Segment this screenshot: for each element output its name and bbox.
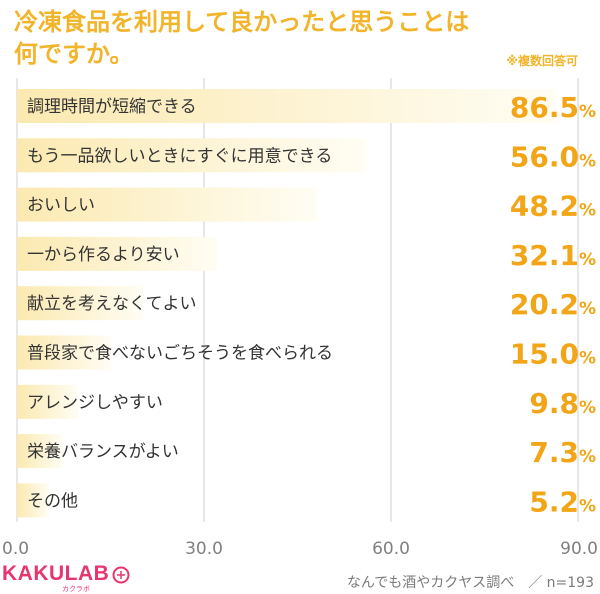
value-label-3: 32.1% [510, 239, 596, 272]
chart-title-line-1: 冷凍食品を利用して良かったと思うことは [14, 8, 470, 36]
x-tick-label-0: 0.0 [2, 539, 29, 559]
bar-3 [17, 236, 218, 271]
value-label-5: 15.0% [510, 338, 596, 371]
bar-2 [17, 187, 318, 222]
x-tick-label-3: 90.0 [560, 539, 598, 559]
value-label-4: 20.2% [510, 288, 596, 321]
chart-title-line-2: 何ですか。 [14, 40, 134, 68]
multiple-answer-note: ※複数回答可 [506, 54, 578, 68]
kakulab-logo: KAKULAB [2, 562, 110, 585]
bar-4 [17, 286, 143, 321]
category-label-0: 調理時間が短縮できる [27, 97, 197, 117]
value-label-0: 86.5% [510, 91, 596, 124]
bottle-cap-icon [112, 566, 130, 584]
category-label-2: おいしい [27, 196, 95, 216]
bar-5 [17, 335, 111, 370]
category-label-4: 献立を考えなくてよい [27, 294, 197, 314]
bar-1 [17, 138, 367, 173]
x-tick-label-2: 60.0 [372, 539, 410, 559]
value-label-2: 48.2% [510, 190, 596, 223]
value-label-6: 9.8% [529, 387, 596, 420]
bar-0 [17, 89, 557, 123]
category-labels: 調理時間が短縮できるもう一品欲しいときにすぐに用意できるおいしい一から作るより安… [27, 97, 333, 511]
value-label-7: 7.3% [529, 436, 596, 469]
value-label-8: 5.2% [529, 485, 596, 518]
bar-7 [17, 434, 63, 469]
kakulab-logo-subtext: カクラボ [62, 585, 90, 593]
category-label-6: アレンジしやすい [27, 393, 163, 413]
bar-6 [17, 384, 79, 419]
category-label-3: 一から作るより安い [27, 245, 180, 265]
category-label-5: 普段家で食べないごちそうを食べられる [27, 344, 333, 364]
x-tick-label-1: 30.0 [185, 539, 223, 559]
survey-source: なんでも酒やカクヤス調べ ／ n=193 [346, 575, 594, 591]
category-label-8: その他 [27, 491, 78, 511]
x-axis-ticks: 0.0 30.0 60.0 90.0 [2, 539, 598, 559]
bar-8 [17, 483, 50, 518]
category-label-1: もう一品欲しいときにすぐに用意できる [27, 146, 332, 166]
bars [17, 89, 557, 518]
value-label-1: 56.0% [510, 140, 596, 173]
category-label-7: 栄養バランスがよい [27, 442, 179, 462]
chart-title: 冷凍食品を利用して良かったと思うことは 何ですか。 [14, 6, 494, 70]
value-labels: 86.5% 56.0% 48.2% 32.1% 20.2% 15.0% 9.8% 7.3% 5.… [510, 91, 596, 518]
